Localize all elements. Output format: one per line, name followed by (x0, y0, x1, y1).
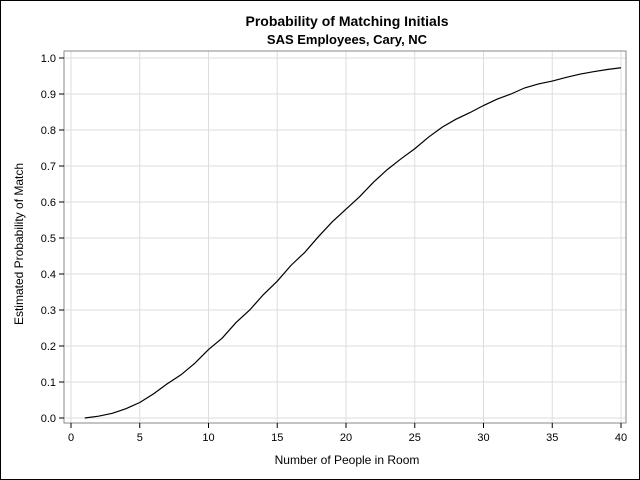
x-tick-label: 30 (477, 432, 489, 444)
y-tick-label: 0.5 (41, 233, 56, 245)
grid (64, 51, 626, 423)
chart-title: Probability of Matching Initials (245, 13, 448, 29)
x-tick-label: 40 (615, 432, 627, 444)
x-tick-label: 35 (546, 432, 558, 444)
plot-area (63, 50, 627, 424)
y-tick-label: 0.7 (41, 161, 56, 173)
x-tick-label: 10 (202, 432, 214, 444)
x-tick-label: 15 (271, 432, 283, 444)
x-tick-label: 0 (68, 432, 74, 444)
chart-subtitle: SAS Employees, Cary, NC (267, 32, 428, 47)
y-tick-label: 0.9 (41, 89, 56, 101)
y-tick-label: 0.0 (41, 413, 56, 425)
y-tick-label: 0.2 (41, 341, 56, 353)
y-tick-label: 1.0 (41, 53, 56, 65)
axes: 0 5 10 15 20 25 30 35 40 0.0 0.1 0.2 0.3 0.4 0.5 0.6 0.7… (41, 53, 627, 444)
y-tick-label: 0.3 (41, 305, 56, 317)
x-axis-label: Number of People in Room (275, 453, 420, 467)
x-tick-label: 5 (137, 432, 143, 444)
x-tick-label: 25 (409, 432, 421, 444)
x-tick-label: 20 (340, 432, 352, 444)
y-tick-label: 0.8 (41, 125, 56, 137)
y-tick-label: 0.1 (41, 377, 56, 389)
y-tick-label: 0.4 (41, 269, 56, 281)
y-axis-label: Estimated Probability of Match (12, 163, 26, 325)
probability-line (84, 67, 622, 419)
y-tick-label: 0.6 (41, 197, 56, 209)
